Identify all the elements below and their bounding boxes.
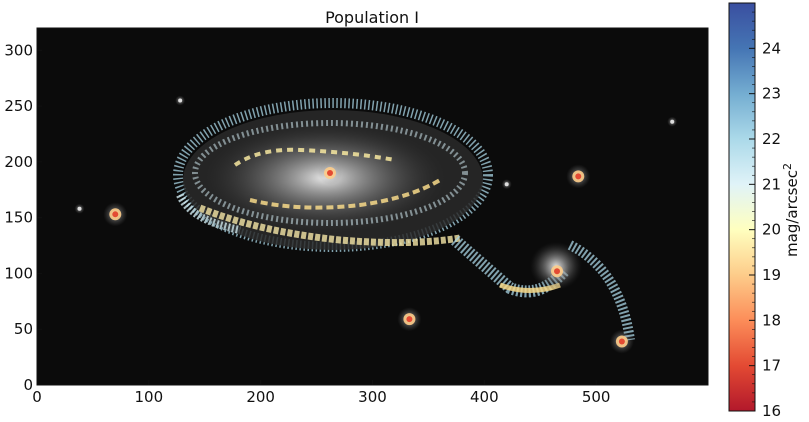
y-tick-label: 300 <box>4 41 33 59</box>
main-galaxy-inner-isophote <box>192 120 468 226</box>
x-axis: 0 100 200 300 400 500 <box>32 380 610 406</box>
colorbar-tick-label: 23 <box>762 85 781 103</box>
source-core <box>670 119 675 124</box>
image-panel <box>37 28 708 385</box>
colorbar-ticks: 16 17 18 19 20 21 22 23 24 <box>749 2 781 420</box>
x-tick-label: 400 <box>470 388 499 406</box>
source-core <box>554 268 561 275</box>
source-core <box>575 173 582 180</box>
source-core <box>77 206 82 211</box>
x-tick-label: 500 <box>582 388 611 406</box>
source-core <box>406 316 413 323</box>
colorbar: 16 17 18 19 20 21 22 23 24 mag/arcsec2 <box>728 2 801 420</box>
colorbar-tick-label: 21 <box>762 175 781 193</box>
x-tick-label: 0 <box>32 388 42 406</box>
companion-tail <box>567 240 635 341</box>
x-tick-label: 300 <box>358 388 387 406</box>
tidal-arc <box>198 204 461 247</box>
colorbar-label: mag/arcsec2 <box>781 163 801 257</box>
y-tick-label: 200 <box>4 153 33 171</box>
x-tick-label: 100 <box>135 388 164 406</box>
y-tick-label: 150 <box>4 209 33 227</box>
point-sources <box>74 95 678 354</box>
y-tick-label: 50 <box>14 320 33 338</box>
source-core <box>112 211 119 218</box>
colorbar-tick-label: 24 <box>762 39 781 57</box>
colorbar-tick-label: 19 <box>762 266 781 284</box>
colorbar-tick-label: 22 <box>762 130 781 148</box>
chart-title: Population I <box>325 8 419 27</box>
y-axis: 0 50 100 150 200 250 300 <box>4 41 42 394</box>
colorbar-tick-label: 18 <box>762 311 781 329</box>
source-core <box>178 98 183 103</box>
spiral-arm-upper <box>233 147 396 167</box>
y-tick-label: 100 <box>4 264 33 282</box>
colorbar-tick-label: 20 <box>762 221 781 239</box>
colorbar-label-exponent: 2 <box>781 163 794 170</box>
source-core <box>618 338 625 345</box>
colorbar-label-text: mag/arcsec <box>783 170 801 257</box>
source-core <box>504 182 509 187</box>
colorbar-bar <box>728 2 756 412</box>
y-tick-label: 0 <box>23 376 33 394</box>
colorbar-tick-label: 17 <box>762 357 781 375</box>
colorbar-tick-label: 16 <box>762 402 781 420</box>
source-core <box>327 170 334 177</box>
y-tick-label: 250 <box>4 97 33 115</box>
disk-edge-left <box>176 193 241 234</box>
x-tick-label: 200 <box>246 388 275 406</box>
spiral-arm-lower <box>249 178 442 210</box>
